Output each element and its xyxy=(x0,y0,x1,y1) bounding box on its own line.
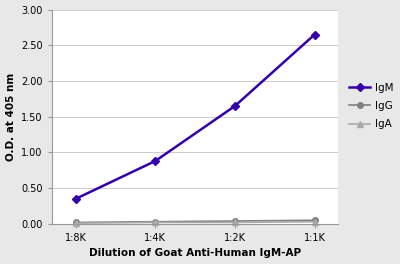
IgA xyxy=(232,221,237,224)
Y-axis label: O.D. at 405 nm: O.D. at 405 nm xyxy=(6,73,16,161)
IgG xyxy=(232,219,237,223)
X-axis label: Dilution of Goat Anti-Human IgM-AP: Dilution of Goat Anti-Human IgM-AP xyxy=(89,248,301,258)
IgA xyxy=(73,221,78,225)
IgM xyxy=(232,104,237,107)
IgM xyxy=(312,33,317,36)
IgG xyxy=(73,221,78,224)
Line: IgA: IgA xyxy=(73,219,317,226)
IgM xyxy=(73,197,78,200)
Legend: IgM, IgG, IgA: IgM, IgG, IgA xyxy=(350,83,394,129)
IgG xyxy=(153,220,158,223)
IgA xyxy=(153,221,158,224)
IgG xyxy=(312,219,317,222)
IgM xyxy=(153,159,158,163)
Line: IgG: IgG xyxy=(73,218,317,225)
IgA xyxy=(312,220,317,223)
Line: IgM: IgM xyxy=(73,32,317,202)
